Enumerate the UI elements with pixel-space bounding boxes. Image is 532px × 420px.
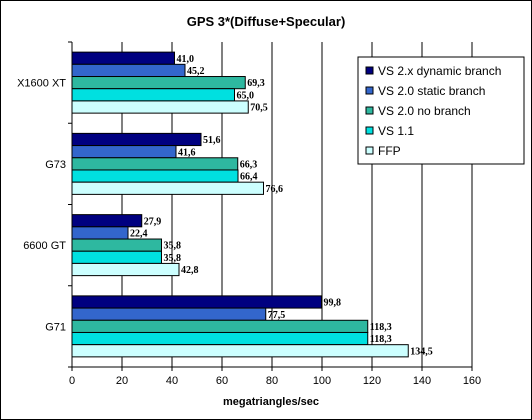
data-label: 70,5 (250, 103, 268, 114)
legend-swatch (365, 86, 374, 95)
bar (71, 76, 246, 90)
x-tick-label: 120 (363, 375, 381, 387)
bar (71, 132, 202, 147)
category-label: 6600 GT (23, 240, 66, 252)
data-label: 76,6 (266, 184, 284, 195)
bar (71, 344, 409, 358)
legend-swatch (365, 146, 374, 155)
data-label: 66,3 (240, 159, 258, 170)
bar (71, 88, 235, 102)
bar (71, 100, 249, 114)
legend: VS 2.x dynamic branch VS 2.0 static branc… (357, 56, 525, 165)
data-label: 22,4 (130, 229, 148, 240)
category-label: X1600 XT (17, 78, 66, 90)
x-tick-label: 20 (116, 375, 128, 387)
legend-box (357, 56, 525, 165)
x-tick-label: 140 (413, 375, 431, 387)
legend-label: FFP (378, 144, 401, 158)
data-label: 118,3 (370, 334, 392, 345)
data-label: 45,2 (187, 66, 205, 77)
bar (71, 145, 177, 159)
x-axis-label: megatriangles/sec (223, 396, 319, 408)
chart-title: GPS 3*(Diffuse+Specular) (187, 14, 346, 29)
data-label: 65,0 (237, 90, 255, 101)
legend-label: VS 2.0 static branch (378, 84, 485, 98)
data-label: 35,8 (164, 241, 182, 252)
bar (71, 331, 369, 346)
category-label: G71 (45, 321, 66, 333)
category-label: G73 (45, 159, 66, 171)
bar (71, 319, 369, 333)
data-label: 118,3 (370, 322, 392, 333)
bar (71, 51, 175, 65)
x-tick-label: 80 (266, 375, 278, 387)
bar (71, 226, 129, 240)
bar (71, 262, 180, 277)
data-label: 41,0 (177, 54, 195, 65)
data-label: 134,5 (410, 346, 433, 357)
x-tick-label: 40 (166, 375, 178, 387)
bar (71, 181, 264, 195)
bar (71, 238, 162, 252)
data-label: 51,6 (203, 135, 221, 146)
bar (71, 63, 186, 78)
bar (71, 307, 267, 321)
legend-label: VS 1.1 (378, 124, 414, 138)
legend-label: VS 2.0 no branch (378, 104, 471, 118)
x-tick-label: 0 (69, 375, 75, 387)
data-label: 35,8 (164, 253, 182, 264)
legend-swatch (365, 106, 374, 115)
bar (71, 169, 239, 183)
x-tick-label: 60 (216, 375, 228, 387)
data-label: 99,8 (324, 298, 342, 309)
legend-swatch (365, 126, 374, 135)
data-label: 41,6 (178, 147, 196, 158)
data-label: 66,4 (240, 172, 258, 183)
legend-swatch (365, 66, 374, 75)
data-label: 77,5 (268, 310, 286, 321)
legend-label: VS 2.x dynamic branch (378, 64, 501, 78)
data-label: 69,3 (247, 78, 265, 89)
data-label: 42,8 (181, 265, 199, 276)
bar (71, 214, 143, 228)
bar (71, 295, 322, 309)
bar (71, 157, 239, 171)
bar (71, 250, 162, 264)
data-label: 27,9 (144, 216, 162, 227)
x-tick-label: 100 (313, 375, 331, 387)
x-tick-label: 160 (463, 375, 481, 387)
